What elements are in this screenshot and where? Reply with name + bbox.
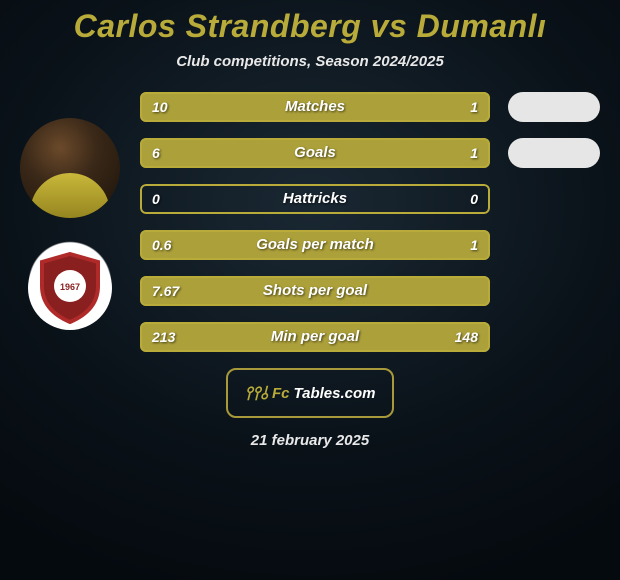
bar-track: 61Goals — [140, 138, 490, 168]
stat-rows: 101Matches 61Goals 00Hattricks 0.61Goals pe… — [0, 92, 620, 352]
date-label: 21 february 2025 — [0, 432, 620, 449]
stat-label: Min per goal — [140, 322, 490, 352]
stat-row: 00Hattricks — [140, 184, 600, 214]
page-title: Carlos Strandberg vs Dumanlı — [0, 8, 620, 45]
pill-indicator — [508, 138, 600, 168]
bar-track: 213148Min per goal — [140, 322, 490, 352]
pill-indicator — [508, 92, 600, 122]
stat-row: 101Matches — [140, 92, 600, 122]
bar-track: 101Matches — [140, 92, 490, 122]
subtitle: Club competitions, Season 2024/2025 — [0, 53, 620, 70]
content: Carlos Strandberg vs Dumanlı Club compet… — [0, 0, 620, 580]
stat-label: Goals — [140, 138, 490, 168]
brand-text: Tables.com — [294, 385, 376, 402]
stat-label: Hattricks — [140, 184, 490, 214]
stat-label: Matches — [140, 92, 490, 122]
brand-badge: ⫯⫯⫰ Fc Tables.com — [226, 368, 394, 418]
stat-row: 0.61Goals per match — [140, 230, 600, 260]
chart-icon: ⫯⫯⫰ — [245, 383, 269, 404]
bar-track: 7.67Shots per goal — [140, 276, 490, 306]
stat-row: 7.67Shots per goal — [140, 276, 600, 306]
bar-track: 00Hattricks — [140, 184, 490, 214]
stat-label: Shots per goal — [140, 276, 490, 306]
bar-track: 0.61Goals per match — [140, 230, 490, 260]
stat-row: 213148Min per goal — [140, 322, 600, 352]
brand-prefix: Fc — [272, 385, 290, 402]
stat-label: Goals per match — [140, 230, 490, 260]
stat-row: 61Goals — [140, 138, 600, 168]
